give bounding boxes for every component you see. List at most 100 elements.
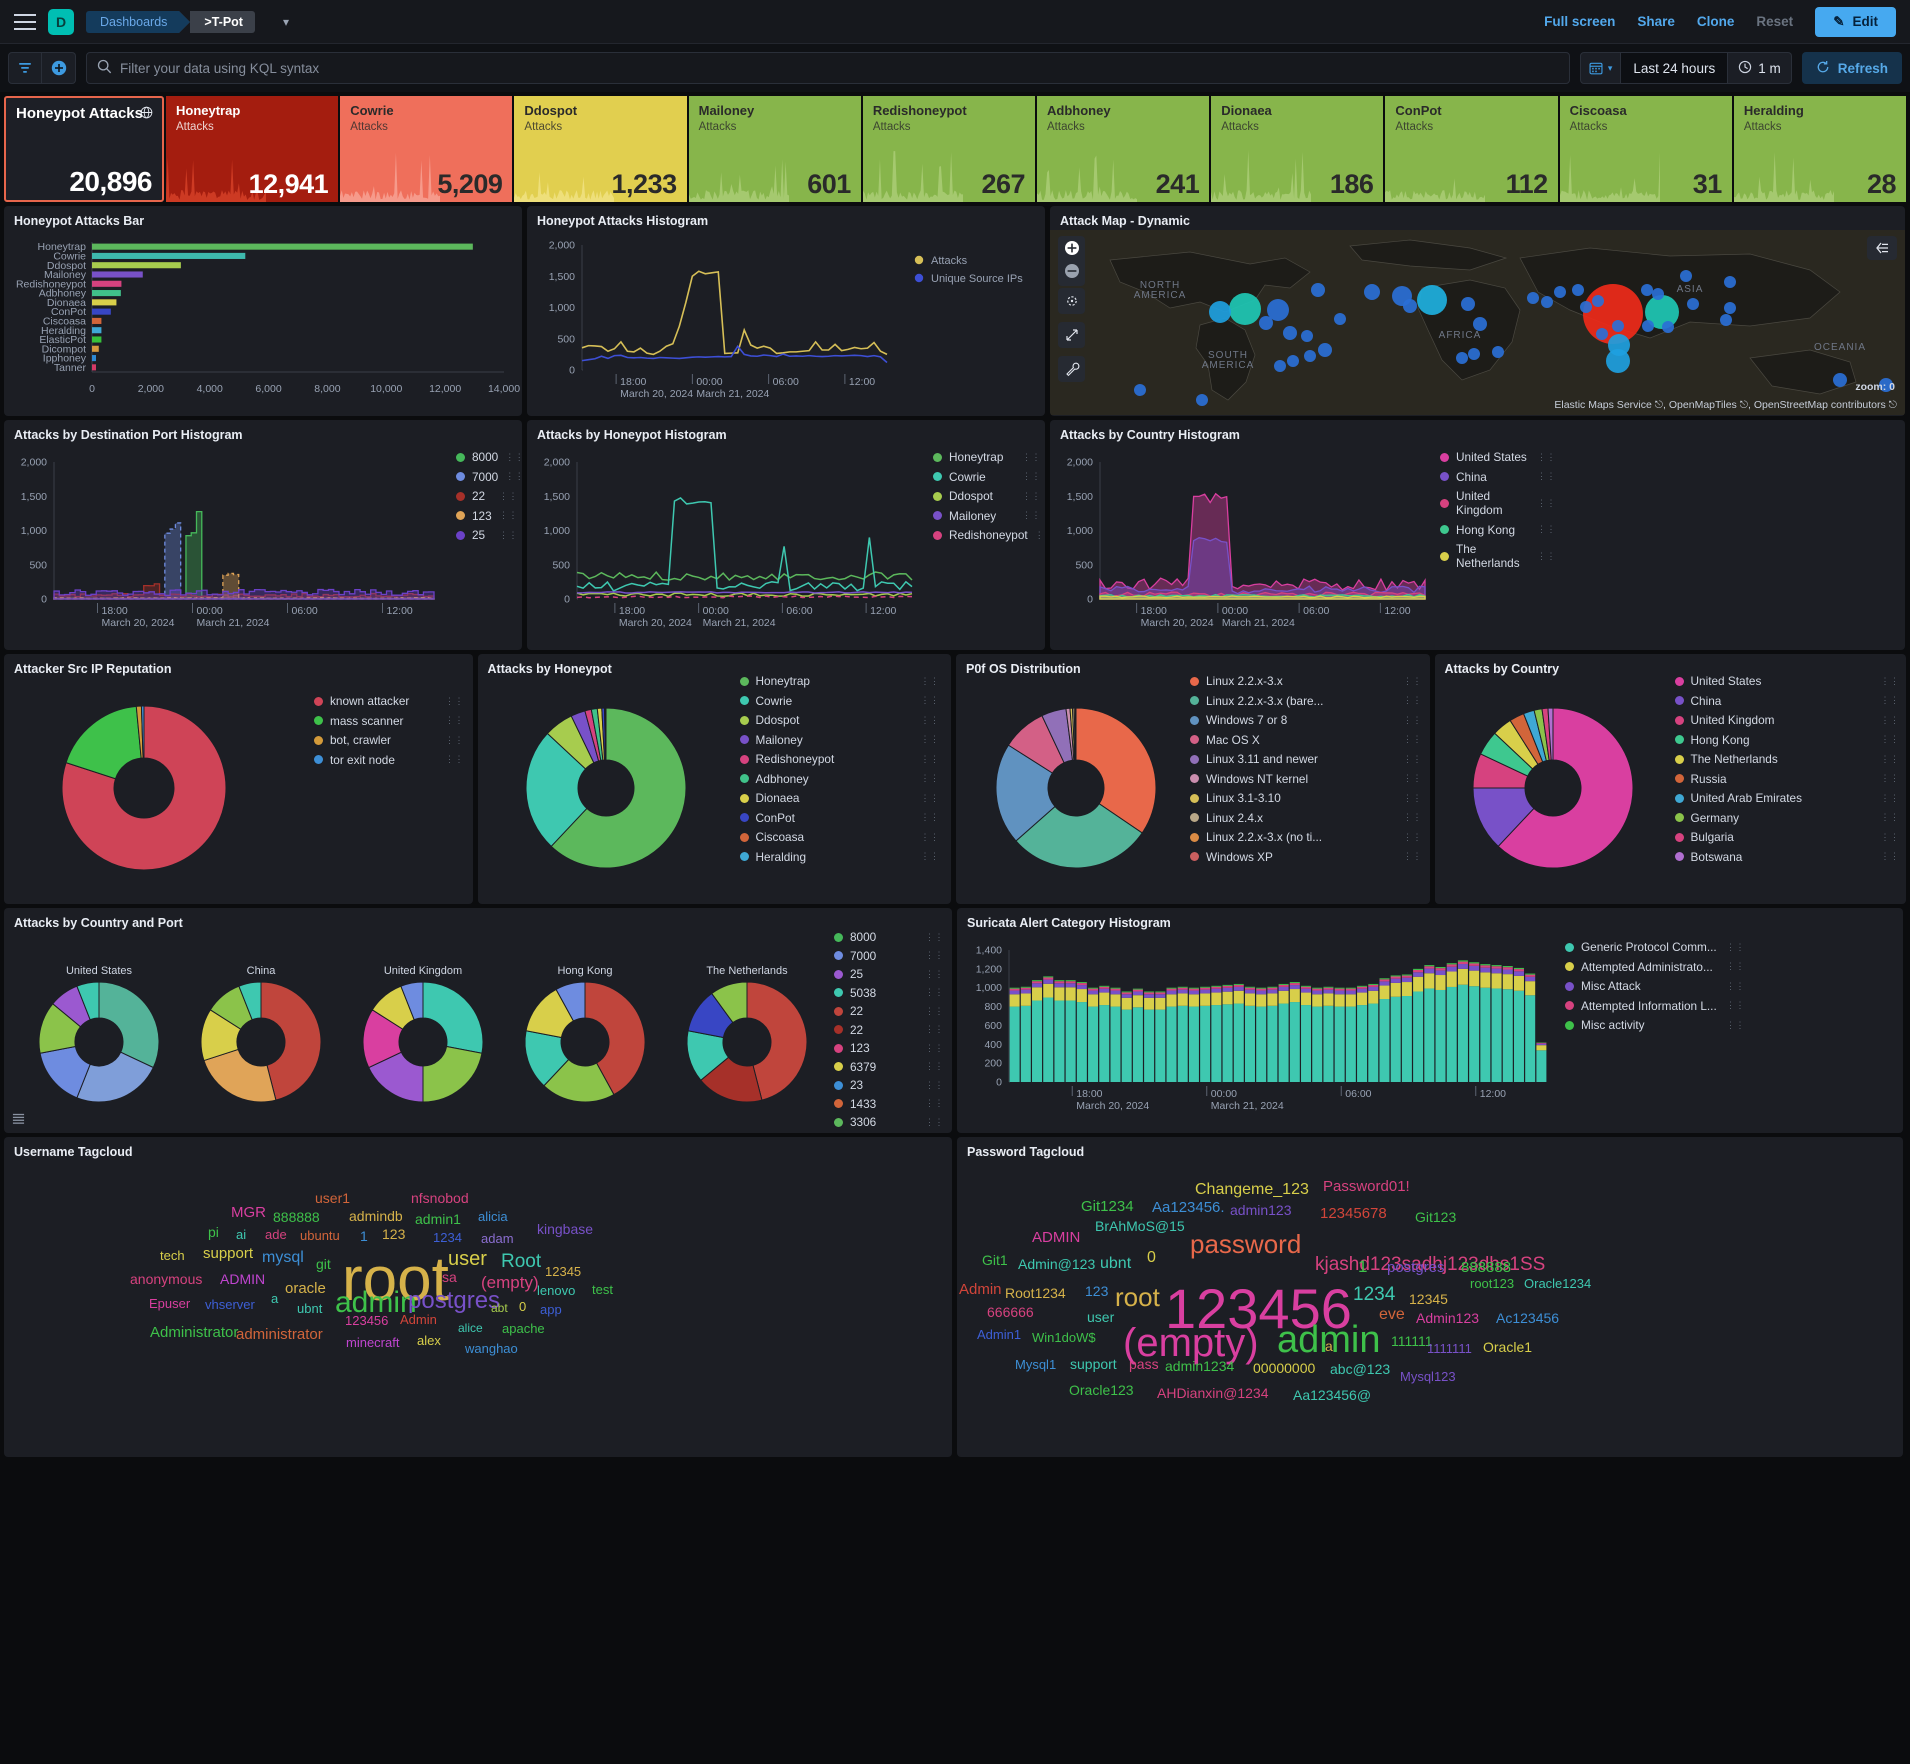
legend-item[interactable]: Hong Kong ⋮⋮ bbox=[1440, 523, 1556, 537]
map-marker[interactable] bbox=[1645, 295, 1679, 329]
zoom-out-icon[interactable] bbox=[1064, 261, 1080, 286]
legend-actions-icon[interactable]: ⋮⋮ bbox=[1880, 851, 1900, 861]
tagcloud-tag[interactable]: 1 bbox=[360, 1228, 368, 1244]
tagcloud-tag[interactable]: abt bbox=[491, 1301, 508, 1315]
refresh-interval[interactable]: 1 m bbox=[1728, 52, 1792, 84]
legend-item[interactable]: Honeytrap ⋮⋮ bbox=[933, 450, 1041, 464]
attribution-elastic[interactable]: Elastic Maps Service bbox=[1554, 399, 1652, 411]
legend-item[interactable]: 5038 ⋮⋮ bbox=[834, 986, 944, 1000]
map-marker[interactable] bbox=[1662, 321, 1674, 333]
legend-item[interactable]: Dionaea ⋮⋮ bbox=[739, 791, 940, 805]
legend-item[interactable]: United Kingdom ⋮⋮ bbox=[1674, 713, 1900, 727]
map-marker[interactable] bbox=[1417, 285, 1447, 315]
donut-slice[interactable] bbox=[995, 744, 1056, 842]
legend-item[interactable]: Russia ⋮⋮ bbox=[1674, 772, 1900, 786]
legend-actions-icon[interactable]: ⋮⋮ bbox=[1880, 831, 1900, 842]
map-marker[interactable] bbox=[1687, 298, 1699, 310]
legend-item[interactable]: 8000 ⋮⋮ bbox=[834, 930, 944, 944]
legend-actions-icon[interactable]: ⋮⋮ bbox=[1726, 980, 1745, 991]
legend-item[interactable]: Mailoney ⋮⋮ bbox=[739, 733, 940, 747]
calendar-dropdown-button[interactable]: ▾ bbox=[1579, 52, 1622, 84]
reset-button[interactable]: Reset bbox=[1756, 14, 1794, 29]
donut-slice[interactable] bbox=[400, 981, 424, 1021]
tagcloud-tag[interactable]: pass bbox=[1129, 1356, 1159, 1372]
attribution-openmaptiles[interactable]: OpenMapTiles bbox=[1668, 399, 1737, 411]
map-tools-button[interactable] bbox=[1058, 356, 1085, 382]
map-marker[interactable] bbox=[1461, 297, 1475, 311]
tagcloud-tag[interactable]: alex bbox=[417, 1333, 441, 1348]
legend-actions-icon[interactable]: ⋮⋮ bbox=[1726, 941, 1745, 952]
tagcloud-tag[interactable]: admindb bbox=[349, 1208, 403, 1224]
legend-actions-icon[interactable]: ⋮⋮ bbox=[1022, 451, 1041, 462]
legend-item[interactable]: Windows 7 or 8 ⋮⋮ bbox=[1190, 713, 1422, 727]
map-marker[interactable] bbox=[1209, 301, 1231, 323]
username-tagcloud[interactable]: root admin postgres user Root (empty) Administ… bbox=[4, 1161, 952, 1451]
tagcloud-tag[interactable]: Aa123456@ bbox=[1293, 1387, 1372, 1403]
legend-item[interactable]: Linux 2.2.x-3.x (bare... ⋮⋮ bbox=[1190, 694, 1422, 708]
legend-actions-icon[interactable]: ⋮⋮ bbox=[1537, 550, 1556, 561]
map-marker[interactable] bbox=[1724, 302, 1736, 314]
legend-actions-icon[interactable]: ⋮⋮ bbox=[925, 1079, 944, 1090]
map-marker[interactable] bbox=[1606, 349, 1630, 373]
tagcloud-tag[interactable]: Git1234 bbox=[1081, 1198, 1134, 1215]
map-marker[interactable] bbox=[1364, 284, 1380, 300]
tagcloud-tag[interactable]: (empty) bbox=[481, 1273, 539, 1292]
legend-item[interactable]: Generic Protocol Comm... ⋮⋮ bbox=[1565, 940, 1745, 954]
legend-actions-icon[interactable]: ⋮⋮ bbox=[1403, 831, 1423, 842]
tagcloud-tag[interactable]: 1111111 bbox=[1427, 1341, 1472, 1356]
map-marker[interactable] bbox=[1311, 283, 1325, 297]
legend-actions-icon[interactable]: ⋮⋮ bbox=[1726, 1019, 1745, 1030]
search-bar-container[interactable] bbox=[86, 52, 1570, 84]
donut-slice[interactable] bbox=[1015, 803, 1143, 869]
tagcloud-tag[interactable]: Admin bbox=[959, 1281, 1002, 1298]
legend-item[interactable]: 22 ⋮⋮ bbox=[834, 1004, 944, 1018]
tagcloud-tag[interactable]: user bbox=[448, 1248, 487, 1270]
full-screen-button[interactable]: Full screen bbox=[1544, 14, 1616, 29]
legend-actions-icon[interactable]: ⋮⋮ bbox=[1403, 695, 1423, 705]
legend-item[interactable]: Ddospot ⋮⋮ bbox=[739, 713, 940, 727]
legend-actions-icon[interactable]: ⋮⋮ bbox=[1537, 451, 1556, 462]
legend-item[interactable]: 3306 ⋮⋮ bbox=[834, 1115, 944, 1129]
donut-slice[interactable] bbox=[1075, 707, 1157, 834]
legend-actions-icon[interactable]: ⋮⋮ bbox=[1880, 773, 1900, 783]
legend-item[interactable]: Attempted Administrato... ⋮⋮ bbox=[1565, 960, 1745, 974]
src-ip-reputation-donut[interactable] bbox=[4, 678, 473, 901]
legend-actions-icon[interactable]: ⋮⋮ bbox=[1022, 471, 1041, 481]
tagcloud-tag[interactable]: AHDianxin@1234 bbox=[1157, 1385, 1269, 1401]
honeypot-histogram-chart[interactable]: 0 500 1,000 1,500 2,000 18:00 March 20, 2024 00… bbox=[527, 230, 1045, 416]
tagcloud-tag[interactable]: postgres bbox=[408, 1287, 501, 1314]
legend-actions-icon[interactable]: ⋮⋮ bbox=[1034, 529, 1045, 540]
donut-slice[interactable] bbox=[260, 981, 322, 1101]
metric-tile-heralding[interactable]: Heralding Attacks 28 bbox=[1733, 96, 1907, 202]
tagcloud-tag[interactable]: 123456 bbox=[345, 1313, 389, 1328]
legend-actions-icon[interactable]: ⋮⋮ bbox=[1880, 695, 1900, 705]
suricata-histogram-chart[interactable]: 0 200 400 600 800 1,000 1,200 1,400 18:00 March 2… bbox=[957, 932, 1903, 1133]
legend-actions-icon[interactable]: ⋮⋮ bbox=[505, 471, 522, 481]
tagcloud-tag[interactable]: (empty) bbox=[1123, 1321, 1259, 1365]
tagcloud-tag[interactable]: ubuntu bbox=[300, 1228, 340, 1243]
tagcloud-tag[interactable]: Mysql1 bbox=[1015, 1357, 1057, 1372]
tagcloud-tag[interactable]: 0 bbox=[1147, 1249, 1156, 1266]
tagcloud-tag[interactable]: Oracle123 bbox=[1069, 1382, 1134, 1398]
legend-item[interactable]: 123 ⋮⋮ bbox=[834, 1041, 944, 1055]
map-marker[interactable] bbox=[1572, 284, 1584, 296]
legend-actions-icon[interactable]: ⋮⋮ bbox=[499, 510, 518, 520]
tagcloud-tag[interactable]: Ac123456 bbox=[1496, 1310, 1560, 1326]
legend-actions-icon[interactable]: ⋮⋮ bbox=[1880, 734, 1900, 744]
tagcloud-tag[interactable]: root bbox=[1115, 1282, 1160, 1312]
legend-item[interactable]: 22 ⋮⋮ bbox=[456, 489, 518, 503]
metric-tile-mailoney[interactable]: Mailoney Attacks 601 bbox=[688, 96, 861, 202]
map-marker[interactable] bbox=[1641, 284, 1653, 296]
donut-slice[interactable] bbox=[604, 707, 607, 761]
legend-item[interactable]: Hong Kong ⋮⋮ bbox=[1674, 733, 1900, 747]
tagcloud-tag[interactable]: 123 bbox=[1085, 1283, 1109, 1299]
tagcloud-tag[interactable]: vhserver bbox=[205, 1297, 255, 1312]
tagcloud-tag[interactable]: 888888 bbox=[1461, 1259, 1512, 1276]
tagcloud-tag[interactable]: 1234 bbox=[433, 1230, 462, 1245]
map-zoom-controls[interactable] bbox=[1058, 236, 1085, 286]
map-marker[interactable] bbox=[1318, 343, 1332, 357]
donut-slice[interactable] bbox=[584, 981, 646, 1096]
legend-actions-icon[interactable]: ⋮⋮ bbox=[445, 754, 464, 764]
metric-tile-ciscoasa[interactable]: Ciscoasa Attacks 31 bbox=[1559, 96, 1732, 202]
tagcloud-tag[interactable]: pi bbox=[208, 1224, 219, 1240]
